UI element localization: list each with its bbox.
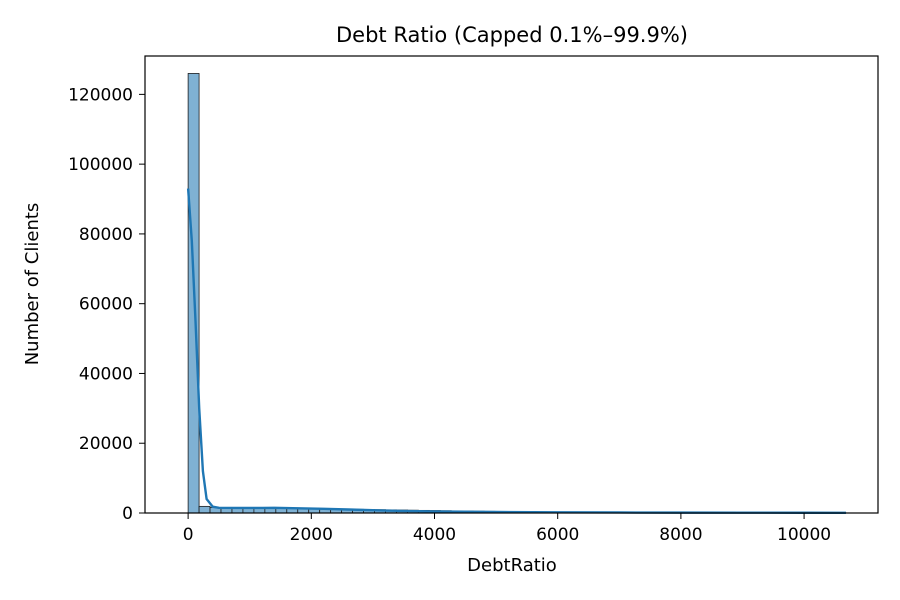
y-tick-label: 80000 xyxy=(79,225,133,245)
y-tick-label: 0 xyxy=(122,504,133,524)
y-tick-label: 20000 xyxy=(79,434,133,454)
x-tick-label: 6000 xyxy=(536,525,579,545)
x-axis-ticks: 0 2000 4000 6000 8000 10000 xyxy=(183,513,831,545)
y-tick-label: 100000 xyxy=(68,155,133,175)
plot-area-frame xyxy=(144,55,879,514)
y-tick-label: 40000 xyxy=(79,364,133,384)
x-tick-label: 2000 xyxy=(290,525,333,545)
x-axis-label: DebtRatio xyxy=(467,555,557,576)
chart-title: Debt Ratio (Capped 0.1%–99.9%) xyxy=(336,23,688,47)
x-tick-label: 10000 xyxy=(777,525,831,545)
x-tick-label: 8000 xyxy=(659,525,702,545)
x-tick-label: 0 xyxy=(183,525,194,545)
x-tick-label: 4000 xyxy=(413,525,456,545)
y-tick-label: 60000 xyxy=(79,295,133,315)
y-tick-label: 120000 xyxy=(68,85,133,105)
y-axis-label: Number of Clients xyxy=(22,203,43,366)
histogram-bar xyxy=(198,505,211,514)
y-axis-ticks: 0 20000 40000 60000 80000 100000 120000 xyxy=(68,85,145,524)
